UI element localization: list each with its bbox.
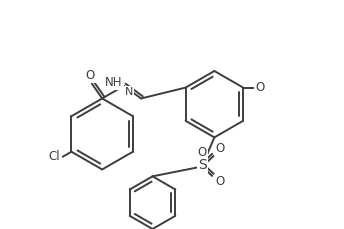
Text: O: O — [215, 142, 225, 155]
Text: O: O — [215, 175, 225, 188]
Text: Cl: Cl — [49, 150, 60, 163]
Text: S: S — [198, 158, 207, 172]
Text: O: O — [197, 146, 207, 159]
Text: N: N — [125, 87, 133, 97]
Text: O: O — [255, 81, 264, 94]
Text: O: O — [85, 69, 95, 82]
Text: NH: NH — [105, 76, 122, 89]
